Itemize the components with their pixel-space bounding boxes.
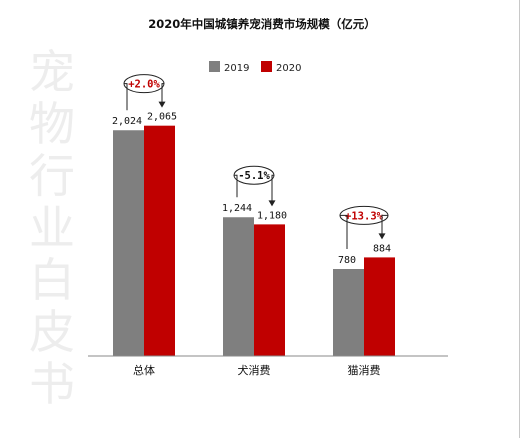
category-label-2: 猫消费 (348, 363, 381, 377)
value-label-2019-2: 780 (338, 255, 356, 266)
bar-2019-2 (333, 269, 364, 356)
bar-2020-0 (144, 125, 175, 356)
change-connector-right-2 (381, 214, 388, 235)
bar-2020-1 (254, 224, 285, 356)
change-arrow-0 (158, 101, 166, 108)
change-label-1: -5.1% (238, 170, 270, 182)
legend-swatch-2019 (209, 61, 220, 72)
value-label-2019-0: 2,024 (112, 116, 142, 127)
bar-2020-2 (364, 257, 395, 356)
bar-2019-0 (113, 130, 144, 356)
watermark-char: 行 (29, 149, 75, 203)
watermark-char: 皮 (29, 305, 75, 359)
legend: 2019 2020 (209, 61, 301, 74)
change-connector-left-0 (124, 83, 128, 111)
watermark-char: 宠 (29, 45, 75, 99)
change-arrow-2 (378, 233, 386, 240)
legend-label-2020: 2020 (276, 63, 301, 74)
watermark-char: 物 (29, 97, 75, 151)
watermark-char: 白 (29, 253, 75, 307)
value-label-2020-0: 2,065 (147, 112, 177, 123)
change-label-0: +2.0% (128, 79, 160, 91)
category-label-0: 总体 (133, 363, 155, 377)
change-connector-left-2 (340, 214, 348, 249)
frame-right-border (519, 0, 520, 438)
change-label-2: +13.3% (345, 210, 384, 222)
value-label-2020-1: 1,180 (257, 210, 287, 221)
chart-title: 2020年中国城镇养宠消费市场规模（亿元） (148, 17, 376, 31)
change-connector-left-1 (234, 174, 238, 198)
value-label-2020-2: 884 (373, 243, 391, 254)
value-label-2019-1: 1,244 (222, 203, 252, 214)
legend-label-2019: 2019 (224, 63, 249, 74)
change-arrow-1 (268, 200, 276, 207)
legend-swatch-2020 (261, 61, 272, 72)
bar-2019-1 (223, 217, 254, 356)
category-label-1: 犬消费 (238, 363, 271, 377)
change-connector-right-1 (271, 174, 274, 202)
change-connector-right-0 (161, 83, 164, 103)
watermark-char: 书 (29, 357, 75, 411)
bars: 2,024 2,065 总体 +2.0% 1,244 1,180 犬消费 -5.1% 780 88… (112, 74, 395, 377)
watermark-char: 业 (29, 201, 75, 255)
